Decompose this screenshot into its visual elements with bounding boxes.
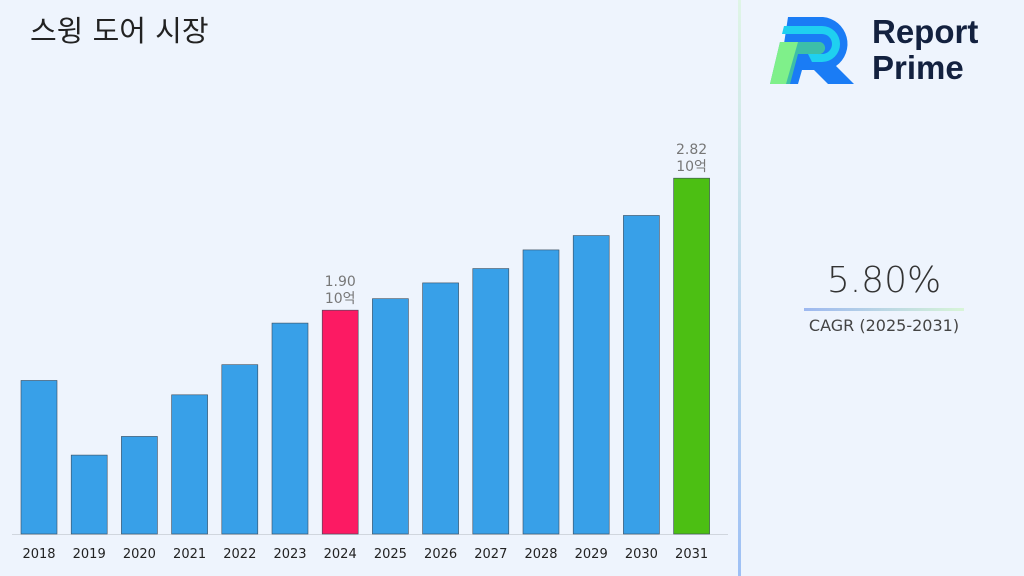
x-tick-label: 2030	[625, 547, 658, 562]
divider	[738, 0, 741, 576]
data-label-unit: 10억	[676, 159, 707, 175]
cagr-underline	[804, 308, 964, 311]
data-label-unit: 10억	[325, 291, 356, 307]
data-label-value: 1.90	[325, 274, 356, 290]
bar-2028	[522, 249, 560, 535]
bar-2022	[221, 364, 259, 535]
logo-text: Report Prime	[872, 14, 978, 86]
x-tick-label: 2019	[73, 547, 106, 562]
logo-line1: Report	[872, 13, 979, 50]
x-tick-label: 2021	[173, 547, 206, 562]
bar-2023	[271, 322, 309, 535]
x-tick-label: 2027	[474, 547, 507, 562]
bar-2026	[422, 282, 459, 535]
logo-line2: Prime	[872, 49, 964, 86]
bar-2018	[20, 380, 58, 535]
bar-2027	[472, 268, 510, 535]
x-tick-label: 2025	[374, 547, 407, 562]
cagr-value: 5.80%	[826, 260, 942, 301]
report-prime-logo-icon	[770, 17, 854, 84]
bar-2030	[623, 215, 660, 535]
x-tick-label: 2031	[675, 547, 708, 562]
bar-2029	[572, 235, 610, 535]
x-tick-label: 2026	[424, 547, 457, 562]
data-label-value: 2.82	[676, 142, 707, 158]
bar-2024	[321, 309, 359, 535]
x-tick-label: 2018	[22, 547, 55, 562]
x-tick-label: 2029	[575, 547, 608, 562]
bar-2019	[70, 454, 108, 535]
chart-title: 스윙 도어 시장	[30, 14, 209, 48]
bar-2031	[673, 177, 710, 535]
bar-2020	[121, 436, 158, 535]
x-tick-label: 2022	[223, 547, 256, 562]
x-tick-label: 2020	[123, 547, 156, 562]
bar-2025	[372, 298, 409, 535]
bar-2021	[171, 394, 208, 535]
x-tick-label: 2023	[273, 547, 306, 562]
cagr-label: CAGR (2025-2031)	[808, 316, 960, 335]
x-tick-label: 2028	[524, 547, 557, 562]
x-tick-label: 2024	[324, 547, 357, 562]
